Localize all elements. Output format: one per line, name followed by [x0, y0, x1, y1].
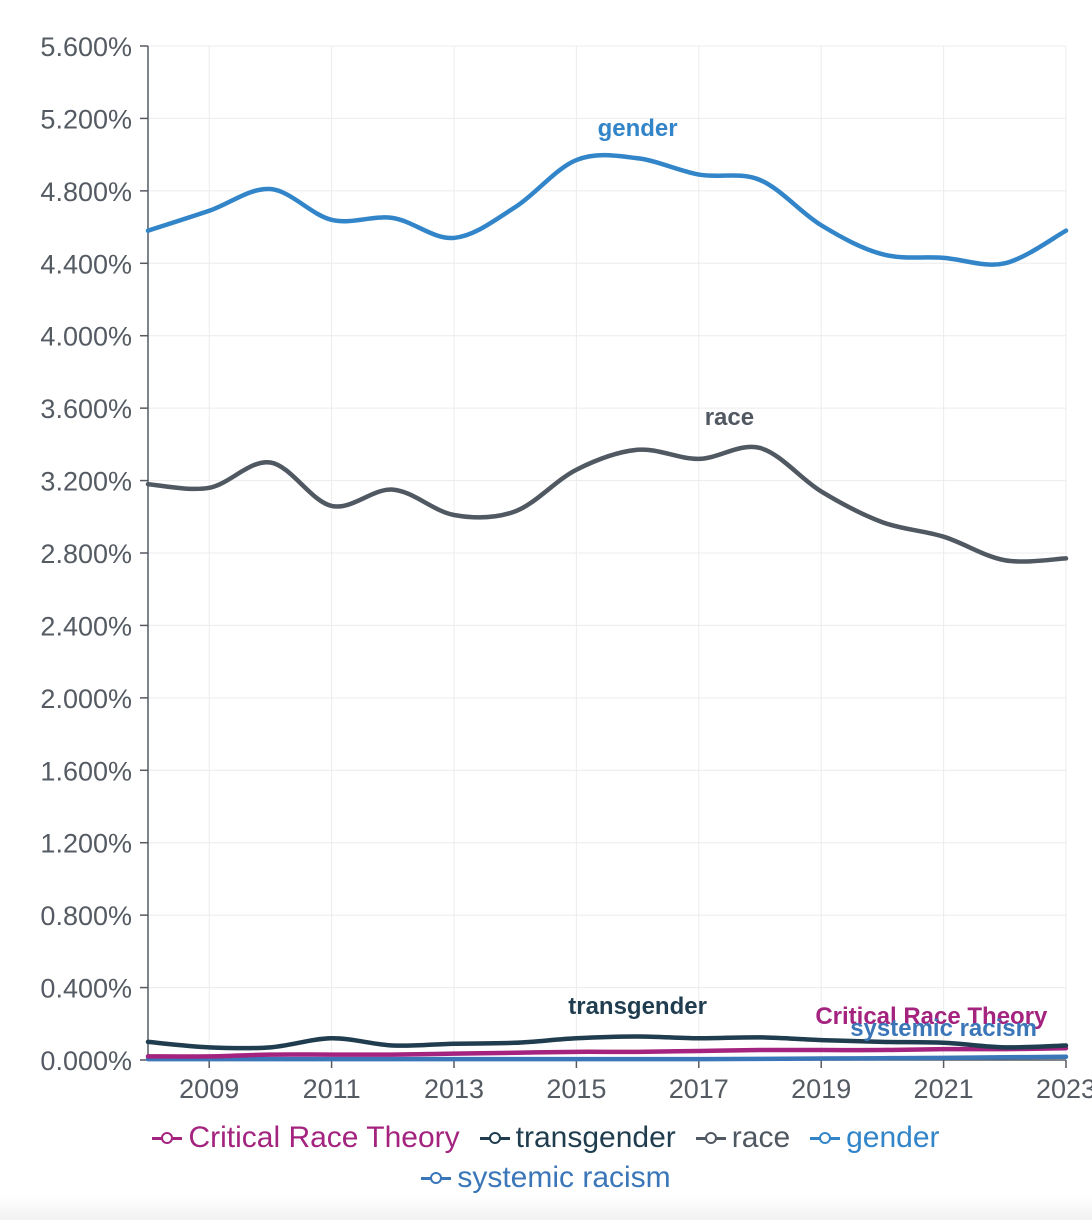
y-tick-labels: 0.000% 0.400% 0.800% 1.200% 1.600% 2.000% 2.40… — [40, 32, 132, 1076]
y-tick-label: 2.800% — [40, 539, 132, 569]
series-label-gender: gender — [598, 115, 678, 142]
series-line-race[interactable] — [145, 444, 1069, 564]
legend-row-2: systemic racism — [0, 1158, 1092, 1198]
y-tick-label: 0.800% — [40, 901, 132, 931]
legend-item-gender[interactable]: gender — [810, 1121, 940, 1155]
series-label-systemic: systemic racism — [850, 1015, 1037, 1042]
legend-marker-icon — [810, 1131, 841, 1145]
x-tick-labels: 2009 2011 2013 2015 2017 2019 2021 2023 — [179, 1074, 1092, 1104]
series-label-transgender: transgender — [568, 993, 707, 1020]
series-lines — [145, 152, 1069, 1062]
y-tick-label: 2.000% — [40, 684, 132, 714]
legend-label: systemic racism — [457, 1161, 671, 1194]
series-line-gender[interactable] — [145, 152, 1069, 267]
series-labels: Critical Race Theory transgender race gende… — [568, 115, 1048, 1042]
y-tick-label: 4.000% — [40, 322, 132, 352]
legend-item-systemic-racism[interactable]: systemic racism — [421, 1161, 671, 1195]
bottom-scroll-edge — [0, 1196, 1092, 1220]
x-tick-label: 2013 — [424, 1074, 484, 1104]
legend-label: transgender — [515, 1121, 676, 1154]
y-tick-label: 4.400% — [40, 249, 132, 279]
legend-item-race[interactable]: race — [695, 1121, 791, 1155]
legend-marker-icon — [421, 1171, 452, 1185]
y-tick-label: 5.600% — [40, 32, 132, 62]
x-tick-label: 2019 — [791, 1074, 851, 1104]
legend-row-1: Critical Race Theory transgender race ge… — [0, 1118, 1092, 1158]
series-label-crt: Critical Race Theory — [815, 1003, 1048, 1030]
legend-label: race — [731, 1121, 791, 1154]
y-tick-label: 4.800% — [40, 177, 132, 207]
y-tick-label: 1.200% — [40, 829, 132, 859]
legend-marker-icon — [695, 1131, 726, 1145]
y-tick-label: 0.400% — [40, 974, 132, 1004]
x-tick-label: 2023 — [1036, 1074, 1092, 1104]
legend-item-transgender[interactable]: transgender — [479, 1121, 676, 1155]
x-tick-label: 2009 — [179, 1074, 239, 1104]
series-label-race: race — [705, 404, 754, 431]
legend-item-critical-race-theory[interactable]: Critical Race Theory — [152, 1121, 460, 1155]
y-tick-label: 5.200% — [40, 104, 132, 134]
x-tick-label: 2021 — [914, 1074, 974, 1104]
x-tick-label: 2011 — [303, 1074, 361, 1104]
y-tick-label: 0.000% — [40, 1046, 132, 1076]
line-chart: 0.000% 0.400% 0.800% 1.200% 1.600% 2.000% 2.40… — [40, 32, 1092, 1104]
series-line-transgender[interactable] — [145, 1034, 1069, 1051]
legend: Critical Race Theory transgender race ge… — [0, 1118, 1092, 1198]
y-tick-label: 1.600% — [40, 756, 132, 786]
y-tick-label: 3.200% — [40, 467, 132, 497]
legend-marker-icon — [152, 1131, 183, 1145]
x-tick-label: 2015 — [546, 1074, 606, 1104]
grid — [148, 45, 1067, 1061]
legend-label: gender — [846, 1121, 940, 1154]
y-tick-label: 2.400% — [40, 611, 132, 641]
series-line-systemic[interactable] — [145, 1054, 1069, 1062]
x-tick-label: 2017 — [669, 1074, 729, 1104]
legend-marker-icon — [479, 1131, 510, 1145]
legend-label: Critical Race Theory — [188, 1121, 460, 1154]
y-tick-label: 3.600% — [40, 394, 132, 424]
series-line-crt[interactable] — [145, 1045, 1069, 1059]
